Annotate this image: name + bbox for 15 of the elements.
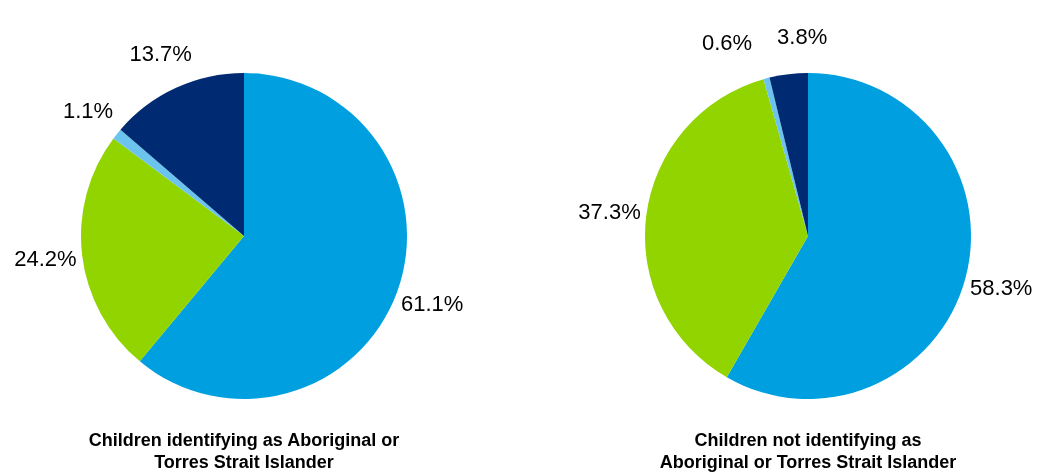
data-label: 58.3% xyxy=(970,274,1033,300)
pie-slice xyxy=(769,73,808,236)
data-label: 61.1% xyxy=(400,290,464,316)
pie-slice xyxy=(726,73,971,399)
data-label: 37.3% xyxy=(578,198,641,224)
pie-slice xyxy=(81,138,244,362)
data-label: 0.6% xyxy=(701,29,753,55)
data-label: 24.2% xyxy=(14,246,77,272)
data-label: 3.8% xyxy=(777,24,828,50)
pie-slice xyxy=(645,79,808,378)
pie-slice xyxy=(120,73,244,236)
text: Children identifying as Aboriginal or Torres Strait Islander xyxy=(88,430,400,472)
text: Children not identifying as Aboriginal or Torres Strait Islander xyxy=(659,430,957,472)
data-label: 1.1% xyxy=(62,97,114,123)
data-label: 13.7% xyxy=(129,41,192,67)
